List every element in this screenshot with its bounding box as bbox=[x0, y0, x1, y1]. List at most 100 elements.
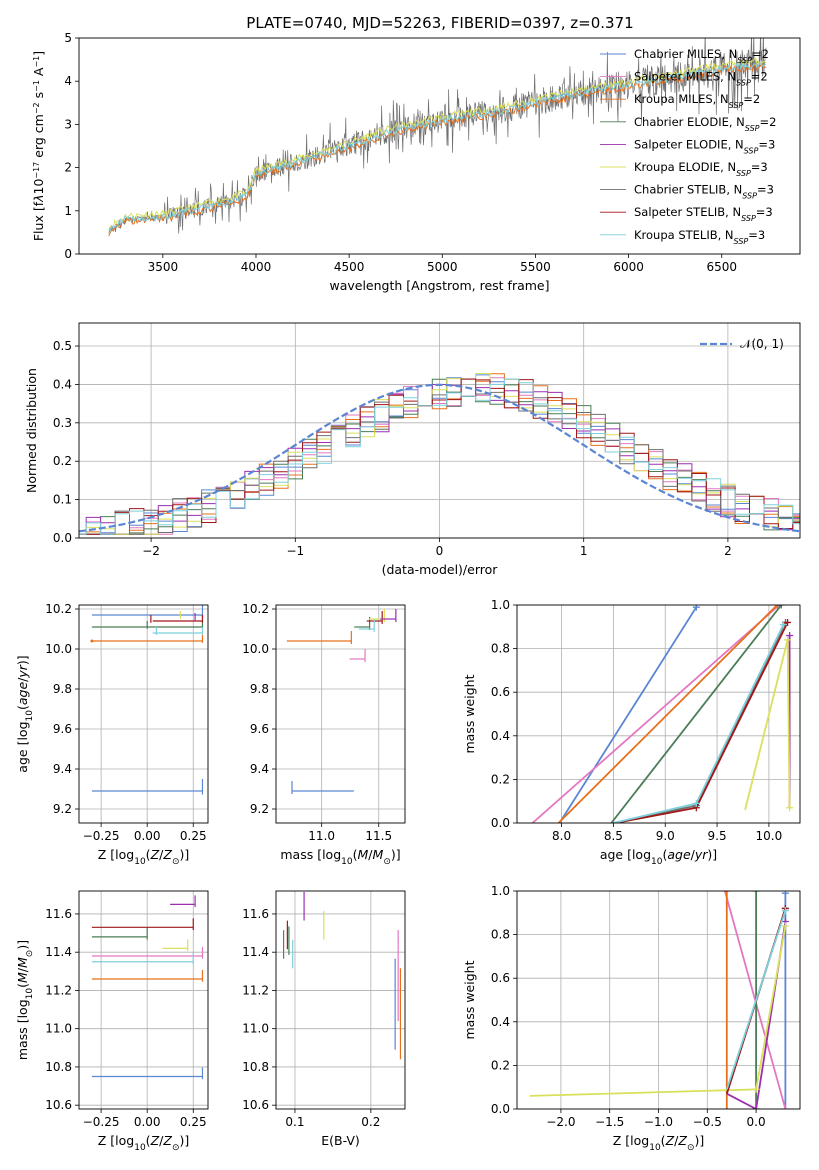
x-tick-label: 8.5 bbox=[604, 829, 623, 843]
y-tick-label: 4 bbox=[64, 74, 72, 88]
marker-salpeter-elodie bbox=[752, 1105, 760, 1109]
y-tick-label: 11.4 bbox=[45, 945, 72, 959]
x-tick-label: 0.0 bbox=[747, 1115, 766, 1129]
y-tick-label: 10.6 bbox=[45, 1098, 72, 1112]
spectrum-legend: Chabrier MILES, NSSP=2 Salpeter MILES, NS… bbox=[600, 47, 776, 245]
y-tick-label: 9.4 bbox=[53, 762, 72, 776]
y-tick-label: 10.0 bbox=[45, 642, 72, 656]
marker-salpeter-miles bbox=[781, 1105, 789, 1109]
x-tick-label: 11.0 bbox=[308, 829, 335, 843]
marker-kroupa-stelib bbox=[781, 907, 789, 915]
marker-salpeter-elodie bbox=[786, 632, 794, 640]
y-tick-label: 11.6 bbox=[45, 907, 72, 921]
x-tick-label: 1 bbox=[580, 544, 588, 558]
axes-frame bbox=[275, 890, 406, 1110]
y-tick-label: 10.0 bbox=[242, 642, 269, 656]
legend-entry: Chabrier MILES, NSSP=2 bbox=[634, 47, 769, 65]
x-tick-label: −0.25 bbox=[83, 1115, 120, 1129]
y-tick-label: 0.6 bbox=[491, 971, 510, 985]
y-tick-label: 11.0 bbox=[242, 1022, 269, 1036]
series-kroupa-stelib bbox=[725, 910, 787, 1090]
residuals-legend: 𝒩(0, 1) bbox=[700, 337, 784, 351]
x-tick-label: 5000 bbox=[427, 260, 458, 274]
marker-kroupa-elodie bbox=[781, 922, 789, 930]
axes-frame bbox=[78, 890, 209, 1110]
panel-age_vs_Z: −0.25 0.00 0.25 9.2 9.4 9.6 9.8 10.0 10.2 Z [log1… bbox=[15, 602, 209, 867]
y-tick-label: 1.0 bbox=[491, 884, 510, 898]
y-tick-label: 1.0 bbox=[491, 598, 510, 612]
spectrum-model-line bbox=[108, 57, 767, 231]
legend-entry: Kroupa ELODIE, NSSP=3 bbox=[634, 160, 768, 178]
histogram-kroupa-stelib bbox=[79, 378, 800, 535]
x-tick-label: 4500 bbox=[334, 260, 365, 274]
y-tick-label: 9.2 bbox=[53, 802, 72, 816]
y-tick-label: 0 bbox=[64, 247, 72, 261]
marker-salpeter-stelib bbox=[784, 618, 792, 626]
marker-chabrier-elodie bbox=[777, 605, 785, 609]
panel-massweight_vs_age: 8.0 8.5 9.0 9.5 10.0 0.0 0.2 0.4 0.6 0.8 1.0 age [l… bbox=[462, 598, 801, 867]
marker-kroupa-miles bbox=[773, 605, 781, 609]
y-axis-label: Flux [fλ10−17 erg cm−2 s−1 A−1] bbox=[31, 51, 46, 241]
panel-spectrum: 3500 4000 4500 5000 5500 6000 6500 0 1 2 3 4 5 wavele… bbox=[31, 31, 801, 293]
axes-frame bbox=[275, 604, 406, 824]
legend-entry: Kroupa STELIB, NSSP=3 bbox=[634, 228, 765, 246]
y-tick-label: 10.2 bbox=[242, 602, 269, 616]
legend-entry: 𝒩(0, 1) bbox=[740, 337, 784, 351]
figure-title: PLATE=0740, MJD=52263, FIBERID=0397, z=0… bbox=[246, 14, 633, 32]
y-tick-label: 1 bbox=[64, 204, 72, 218]
x-tick-label: 0.00 bbox=[134, 829, 161, 843]
axes-frame bbox=[78, 322, 801, 539]
y-axis-label: age [log10(age/yr)] bbox=[15, 655, 35, 772]
gaussian-curve bbox=[79, 383, 800, 533]
y-tick-label: 11.0 bbox=[45, 1022, 72, 1036]
x-tick-label: 10.0 bbox=[756, 829, 783, 843]
axes-frame bbox=[78, 37, 801, 255]
x-axis-label: mass [log10(M/M⊙)] bbox=[280, 847, 400, 867]
plot-area-residuals bbox=[79, 373, 800, 535]
y-tick-label: 0.0 bbox=[491, 816, 510, 830]
x-tick-label: −0.5 bbox=[693, 1115, 722, 1129]
y-axis-label: mass [log10(M/M⊙)] bbox=[15, 940, 35, 1060]
y-tick-label: 11.4 bbox=[242, 945, 269, 959]
axes-frame bbox=[78, 604, 209, 824]
marker-chabrier-elodie bbox=[752, 891, 760, 895]
series-chabrier-stelib bbox=[613, 622, 787, 823]
y-tick-label: 0.8 bbox=[491, 928, 510, 942]
panel-residuals: −2 −1 0 1 2 0.0 0.1 0.2 0.3 0.4 0.5 (data-model)/er… bbox=[24, 322, 801, 577]
x-axis-label: wavelength [Angstrom, rest frame] bbox=[329, 278, 549, 293]
x-tick-label: 9.0 bbox=[656, 829, 675, 843]
plot-area-age_vs_Z bbox=[90, 605, 204, 795]
x-tick-label: 6500 bbox=[706, 260, 737, 274]
x-tick-label: −1.0 bbox=[644, 1115, 673, 1129]
y-tick-label: 3 bbox=[64, 117, 72, 131]
y-tick-label: 9.6 bbox=[250, 722, 269, 736]
panel-age_vs_mass: 11.0 11.5 9.2 9.4 9.6 9.8 10.0 10.2 mass [log10(… bbox=[242, 602, 406, 867]
x-tick-label: 0 bbox=[436, 544, 444, 558]
marker-kroupa-stelib bbox=[692, 799, 700, 807]
x-tick-label: 6000 bbox=[613, 260, 644, 274]
legend-entry: Chabrier ELODIE, NSSP=2 bbox=[634, 115, 776, 133]
y-tick-label: 10.6 bbox=[242, 1098, 269, 1112]
x-tick-label: 0.1 bbox=[285, 1115, 304, 1129]
x-tick-label: 0.25 bbox=[180, 1115, 207, 1129]
series-kroupa-elodie bbox=[529, 925, 787, 1097]
marker-kroupa-elodie bbox=[786, 804, 794, 812]
y-tick-label: 0.4 bbox=[491, 1015, 510, 1029]
marker-kroupa-elodie bbox=[752, 1085, 760, 1093]
x-tick-label: 11.5 bbox=[365, 829, 392, 843]
series-chabrier-miles bbox=[558, 606, 698, 823]
axes-frame bbox=[516, 890, 801, 1110]
series-salpeter-miles bbox=[724, 891, 787, 1109]
y-tick-label: 10.8 bbox=[242, 1060, 269, 1074]
x-tick-label: 0.2 bbox=[361, 1115, 380, 1129]
x-tick-label: 5500 bbox=[520, 260, 551, 274]
y-tick-label: 0.2 bbox=[491, 1058, 510, 1072]
y-tick-label: 2 bbox=[64, 161, 72, 175]
plot-area-age_vs_mass bbox=[286, 609, 397, 794]
y-tick-label: 0.4 bbox=[53, 377, 72, 391]
y-axis-label: mass weight bbox=[462, 674, 477, 753]
marker-chabrier-miles bbox=[692, 605, 700, 611]
y-tick-label: 9.8 bbox=[53, 682, 72, 696]
legend-entry: Salpeter ELODIE, NSSP=3 bbox=[634, 137, 775, 155]
